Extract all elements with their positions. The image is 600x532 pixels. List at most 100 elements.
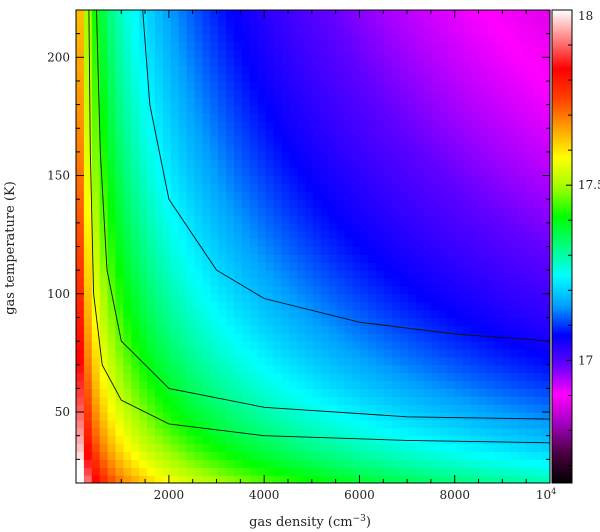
heatmap-cell [241,412,251,421]
heatmap-cell [399,167,409,177]
heatmap-cell [478,419,488,429]
heatmap-cell [510,65,519,74]
heatmap-cell [352,25,361,35]
heatmap-cell [202,222,211,232]
heatmap-cell [226,238,235,248]
heatmap-cell [241,254,251,263]
heatmap-cell [471,25,480,35]
heatmap-cell [336,246,346,255]
heatmap-cell [249,41,259,51]
heatmap-cell [241,175,251,185]
heatmap-cell [155,246,164,255]
heatmap-cell [344,467,354,476]
heatmap-cell [423,183,433,192]
heatmap-cell [471,191,480,200]
heatmap-cell [289,380,298,389]
heatmap-cell [455,427,464,437]
heatmap-cell [226,467,235,476]
heatmap-cell [186,254,196,263]
heatmap-cell [399,120,409,129]
heatmap-cell [384,230,393,240]
heatmap-cell [218,159,227,169]
heatmap-cell [218,262,227,271]
heatmap-cell [273,333,282,342]
heatmap-cell [131,10,140,19]
heatmap-cell [423,278,433,287]
heatmap-cell [139,388,148,397]
heatmap-cell [281,33,290,43]
heatmap-cell [218,49,227,58]
heatmap-cell [439,372,448,382]
heatmap-cell [194,230,203,240]
heatmap-cell [320,65,330,74]
heatmap-cell [218,112,227,121]
heatmap-cell [178,73,188,82]
heatmap-cell [147,57,156,66]
heatmap-cell [486,325,496,334]
heatmap-cell [447,443,456,453]
heatmap-cell [218,380,227,389]
heatmap-cell [76,214,85,224]
heatmap-cell [273,301,282,311]
heatmap-cell [360,73,369,82]
heatmap-cell [281,214,290,224]
heatmap-cell [376,96,385,106]
heatmap-cell [360,10,369,19]
heatmap-cell [147,10,156,19]
heatmap-cell [534,199,543,208]
heatmap-cell [210,254,219,263]
heatmap-cell [249,419,259,429]
heatmap-cell [139,222,148,232]
heatmap-cell [431,293,440,303]
heatmap-cell [107,104,117,114]
heatmap-cell [91,33,101,43]
heatmap-cell [281,175,290,185]
heatmap-cell [320,136,330,145]
heatmap-cell [328,57,338,66]
heatmap-cell [155,57,164,66]
heatmap-cell [91,151,101,161]
heatmap-cell [91,128,101,137]
heatmap-cell [399,57,409,66]
heatmap-cell [392,25,401,35]
heatmap-cell [415,183,425,192]
heatmap-cell [76,33,85,43]
heatmap-cell [415,159,425,169]
heatmap-cell [91,159,101,169]
heatmap-cell [83,246,93,255]
heatmap-cell [384,136,393,145]
heatmap-cell [534,230,543,240]
heatmap-cell [257,254,267,263]
y-tick-label: 150 [47,169,70,183]
heatmap-cell [241,333,251,342]
heatmap-cell [99,301,109,311]
heatmap-cell [415,364,425,374]
heatmap-cell [107,348,117,358]
heatmap-cell [478,309,488,319]
heatmap-cell [320,364,330,374]
heatmap-cell [210,25,219,35]
heatmap-cell [194,459,203,468]
heatmap-cell [131,380,140,389]
heatmap-cell [344,443,354,453]
heatmap-cell [431,285,440,295]
heatmap-cell [297,246,306,255]
heatmap-cell [170,364,180,374]
heatmap-cell [344,73,354,82]
heatmap-cell [194,356,203,366]
heatmap-cell [399,372,409,382]
heatmap-cell [139,467,148,476]
heatmap-cell [518,88,527,98]
heatmap-cell [384,214,393,224]
heatmap-cell [257,427,267,437]
heatmap-cell [360,57,369,66]
heatmap-cell [313,404,322,413]
heatmap-cell [423,73,433,82]
heatmap-cell [234,293,243,303]
heatmap-cell [336,317,346,326]
heatmap-cell [257,104,267,114]
heatmap-cell [313,57,322,66]
heatmap-cell [542,293,550,303]
heatmap-cell [107,262,117,271]
heatmap-cell [305,317,314,326]
